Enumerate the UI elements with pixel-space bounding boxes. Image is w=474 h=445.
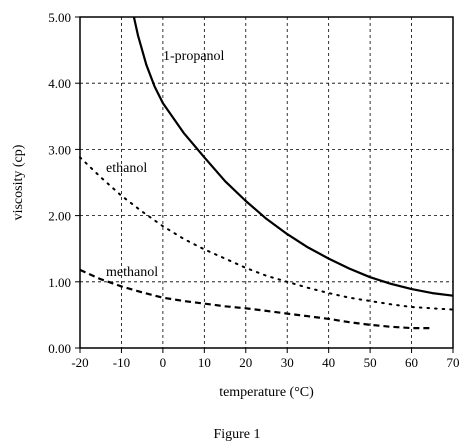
y-axis-label: viscosity (cp) [11, 144, 26, 220]
y-tick-label: 0.00 [48, 341, 71, 356]
figure-caption: Figure 1 [213, 427, 260, 442]
x-tick-label: 60 [405, 355, 418, 370]
x-tick-label: 0 [160, 355, 167, 370]
plot-frame [79, 16, 454, 349]
x-tick-label: -10 [113, 355, 130, 370]
y-tick-label: 5.00 [48, 10, 71, 25]
x-tick-label: 50 [364, 355, 377, 370]
y-tick-label: 3.00 [48, 142, 71, 157]
y-tick-label: 1.00 [48, 275, 71, 290]
series-labels: 1-propanol ethanol methanol [106, 49, 225, 280]
x-tick-label: 70 [447, 355, 460, 370]
series-line-1-propanol [132, 16, 454, 297]
series-line-methanol [79, 268, 433, 330]
x-axis-label: temperature (°C) [219, 385, 314, 400]
grid-lines [80, 17, 453, 348]
x-tick-label: 20 [239, 355, 252, 370]
series-label-ethanol: ethanol [106, 161, 147, 176]
series-group [79, 16, 454, 330]
axis-ticks: -20 -10 0 10 20 30 40 50 60 70 0.00 1.00 2.00 3.00 4.0… [48, 10, 459, 370]
series-label-methanol: methanol [106, 265, 158, 280]
x-tick-label: -20 [71, 355, 88, 370]
series-label-1-propanol: 1-propanol [163, 49, 225, 64]
y-tick-label: 4.00 [48, 76, 71, 91]
x-tick-label: 40 [322, 355, 335, 370]
x-tick-label: 10 [198, 355, 211, 370]
series-line-ethanol [79, 156, 454, 311]
x-tick-label: 30 [281, 355, 294, 370]
y-tick-label: 2.00 [48, 209, 71, 224]
